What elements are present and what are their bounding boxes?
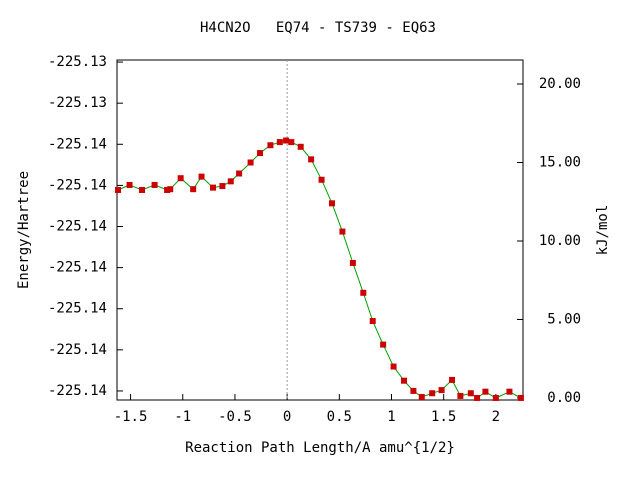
point — [167, 186, 174, 193]
y-tick-label: -225.14 — [48, 177, 107, 193]
point — [517, 394, 524, 401]
point — [283, 137, 290, 144]
y-tick-label: -225.14 — [48, 301, 107, 317]
point — [190, 186, 197, 193]
point — [219, 183, 226, 190]
y-tick-label: -225.14 — [48, 136, 107, 152]
point — [227, 178, 234, 185]
point — [360, 289, 367, 296]
point — [339, 228, 346, 235]
x-tick-label: -0.5 — [218, 409, 252, 425]
point — [449, 376, 456, 383]
point — [457, 392, 464, 399]
y-tick-label: -225.14 — [48, 383, 107, 399]
x-tick-label: 0.5 — [327, 409, 352, 425]
point — [236, 170, 243, 177]
plot-frame — [116, 59, 524, 401]
point — [380, 341, 387, 348]
point — [210, 184, 217, 191]
point — [267, 142, 274, 149]
point — [418, 394, 425, 401]
y-tick-label: -225.13 — [48, 54, 107, 70]
x-axis-label: Reaction Path Length/A amu^{1/2} — [185, 440, 455, 456]
point — [467, 390, 474, 397]
point — [474, 394, 481, 401]
point — [297, 143, 304, 150]
point — [506, 388, 513, 395]
point — [349, 259, 356, 266]
point — [115, 186, 122, 193]
point — [329, 200, 336, 207]
y2-tick-label: 20.00 — [539, 76, 581, 92]
point — [438, 387, 445, 394]
point — [126, 181, 133, 188]
point — [318, 176, 325, 183]
point — [410, 387, 417, 394]
point — [256, 150, 263, 157]
chart-title: H4CN2O EQ74 - TS739 - EQ63 — [200, 20, 436, 36]
y-tick-label: -225.13 — [48, 95, 107, 111]
x-tick-label: 1 — [387, 409, 395, 425]
x-tick-label: 1.5 — [431, 409, 456, 425]
y-axis-label: Energy/Hartree — [16, 171, 32, 289]
x-tick-label: 0 — [283, 409, 291, 425]
point — [164, 186, 171, 193]
point — [401, 377, 408, 384]
y-tick-label: -225.14 — [48, 219, 107, 235]
point — [390, 363, 397, 370]
point — [429, 390, 436, 397]
point — [308, 156, 315, 163]
y2-tick-label: 5.00 — [547, 311, 581, 327]
point — [276, 139, 283, 146]
x-tick-label: -1.5 — [114, 409, 148, 425]
point — [177, 175, 184, 182]
y2-tick-label: 0.00 — [547, 390, 581, 406]
point — [288, 139, 295, 146]
point — [139, 186, 146, 193]
x-tick-label: 2 — [492, 409, 500, 425]
y2-axis-label: kJ/mol — [595, 205, 611, 256]
point — [198, 173, 205, 180]
y-tick-label: -225.14 — [48, 260, 107, 276]
point — [247, 159, 254, 166]
point — [369, 318, 376, 325]
point — [482, 388, 489, 395]
y-tick-label: -225.14 — [48, 342, 107, 358]
point — [151, 181, 158, 188]
y2-tick-label: 15.00 — [539, 155, 581, 171]
x-tick-label: -1 — [174, 409, 191, 425]
point — [492, 394, 499, 401]
y2-tick-label: 10.00 — [539, 233, 581, 249]
